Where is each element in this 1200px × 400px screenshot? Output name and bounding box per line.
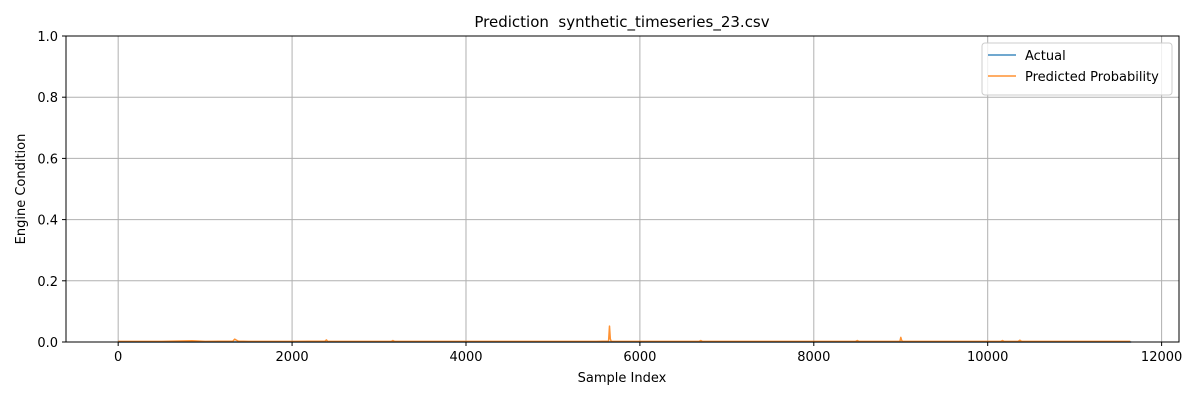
x-tick-label: 8000 xyxy=(797,350,830,365)
ticks: 0 2000 4000 6000 8000 10000 12000 0.0 0.2 0.4 0.6 0… xyxy=(37,30,1182,365)
y-tick-label: 0.8 xyxy=(37,91,58,106)
y-tick-label: 1.0 xyxy=(37,30,58,45)
y-tick-label: 0.6 xyxy=(37,152,58,167)
series-line-predicted-probability xyxy=(118,325,1131,343)
x-tick-label: 0 xyxy=(114,350,122,365)
x-tick-label: 4000 xyxy=(449,350,482,365)
legend-label: Predicted Probability xyxy=(1025,70,1159,85)
x-tick-label: 6000 xyxy=(623,350,656,365)
x-tick-label: 2000 xyxy=(276,350,309,365)
legend-box xyxy=(981,42,1173,96)
x-tick-label: 12000 xyxy=(1141,350,1182,365)
plot-frame xyxy=(65,35,1180,343)
chart-title: Prediction synthetic_timeseries_23.csv xyxy=(474,13,769,32)
x-axis-label: Sample Index xyxy=(578,371,667,386)
y-tick-label: 0.0 xyxy=(37,336,58,351)
y-tick-label: 0.4 xyxy=(37,214,58,229)
y-tick-label: 0.2 xyxy=(37,275,58,290)
legend: Actual Predicted Probability xyxy=(981,42,1173,96)
series-layer xyxy=(118,325,1132,343)
x-tick-label: 10000 xyxy=(967,350,1008,365)
y-axis-label: Engine Condition xyxy=(14,134,29,245)
legend-label: Actual xyxy=(1025,49,1066,64)
